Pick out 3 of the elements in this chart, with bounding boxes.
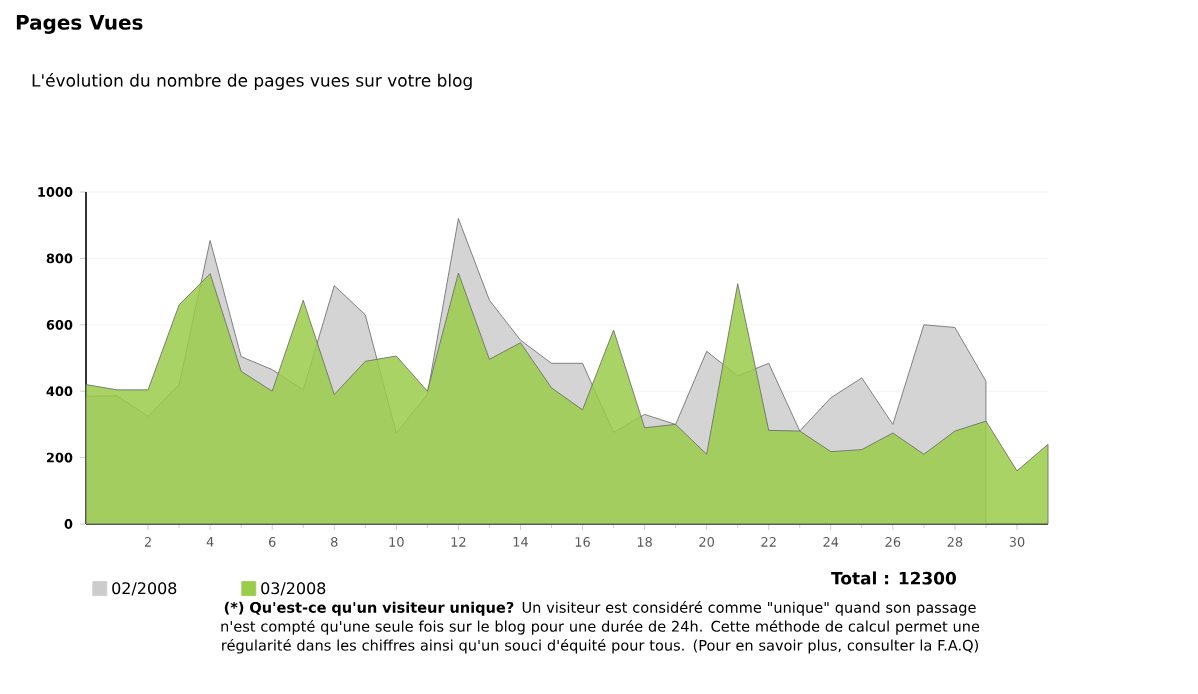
chart-subtitle: L'évolution du nombre de pages vues sur votre blog: [32, 73, 472, 91]
text: Total : 12300: [831, 571, 956, 585]
chart-title: Pages Vues: [16, 15, 143, 34]
